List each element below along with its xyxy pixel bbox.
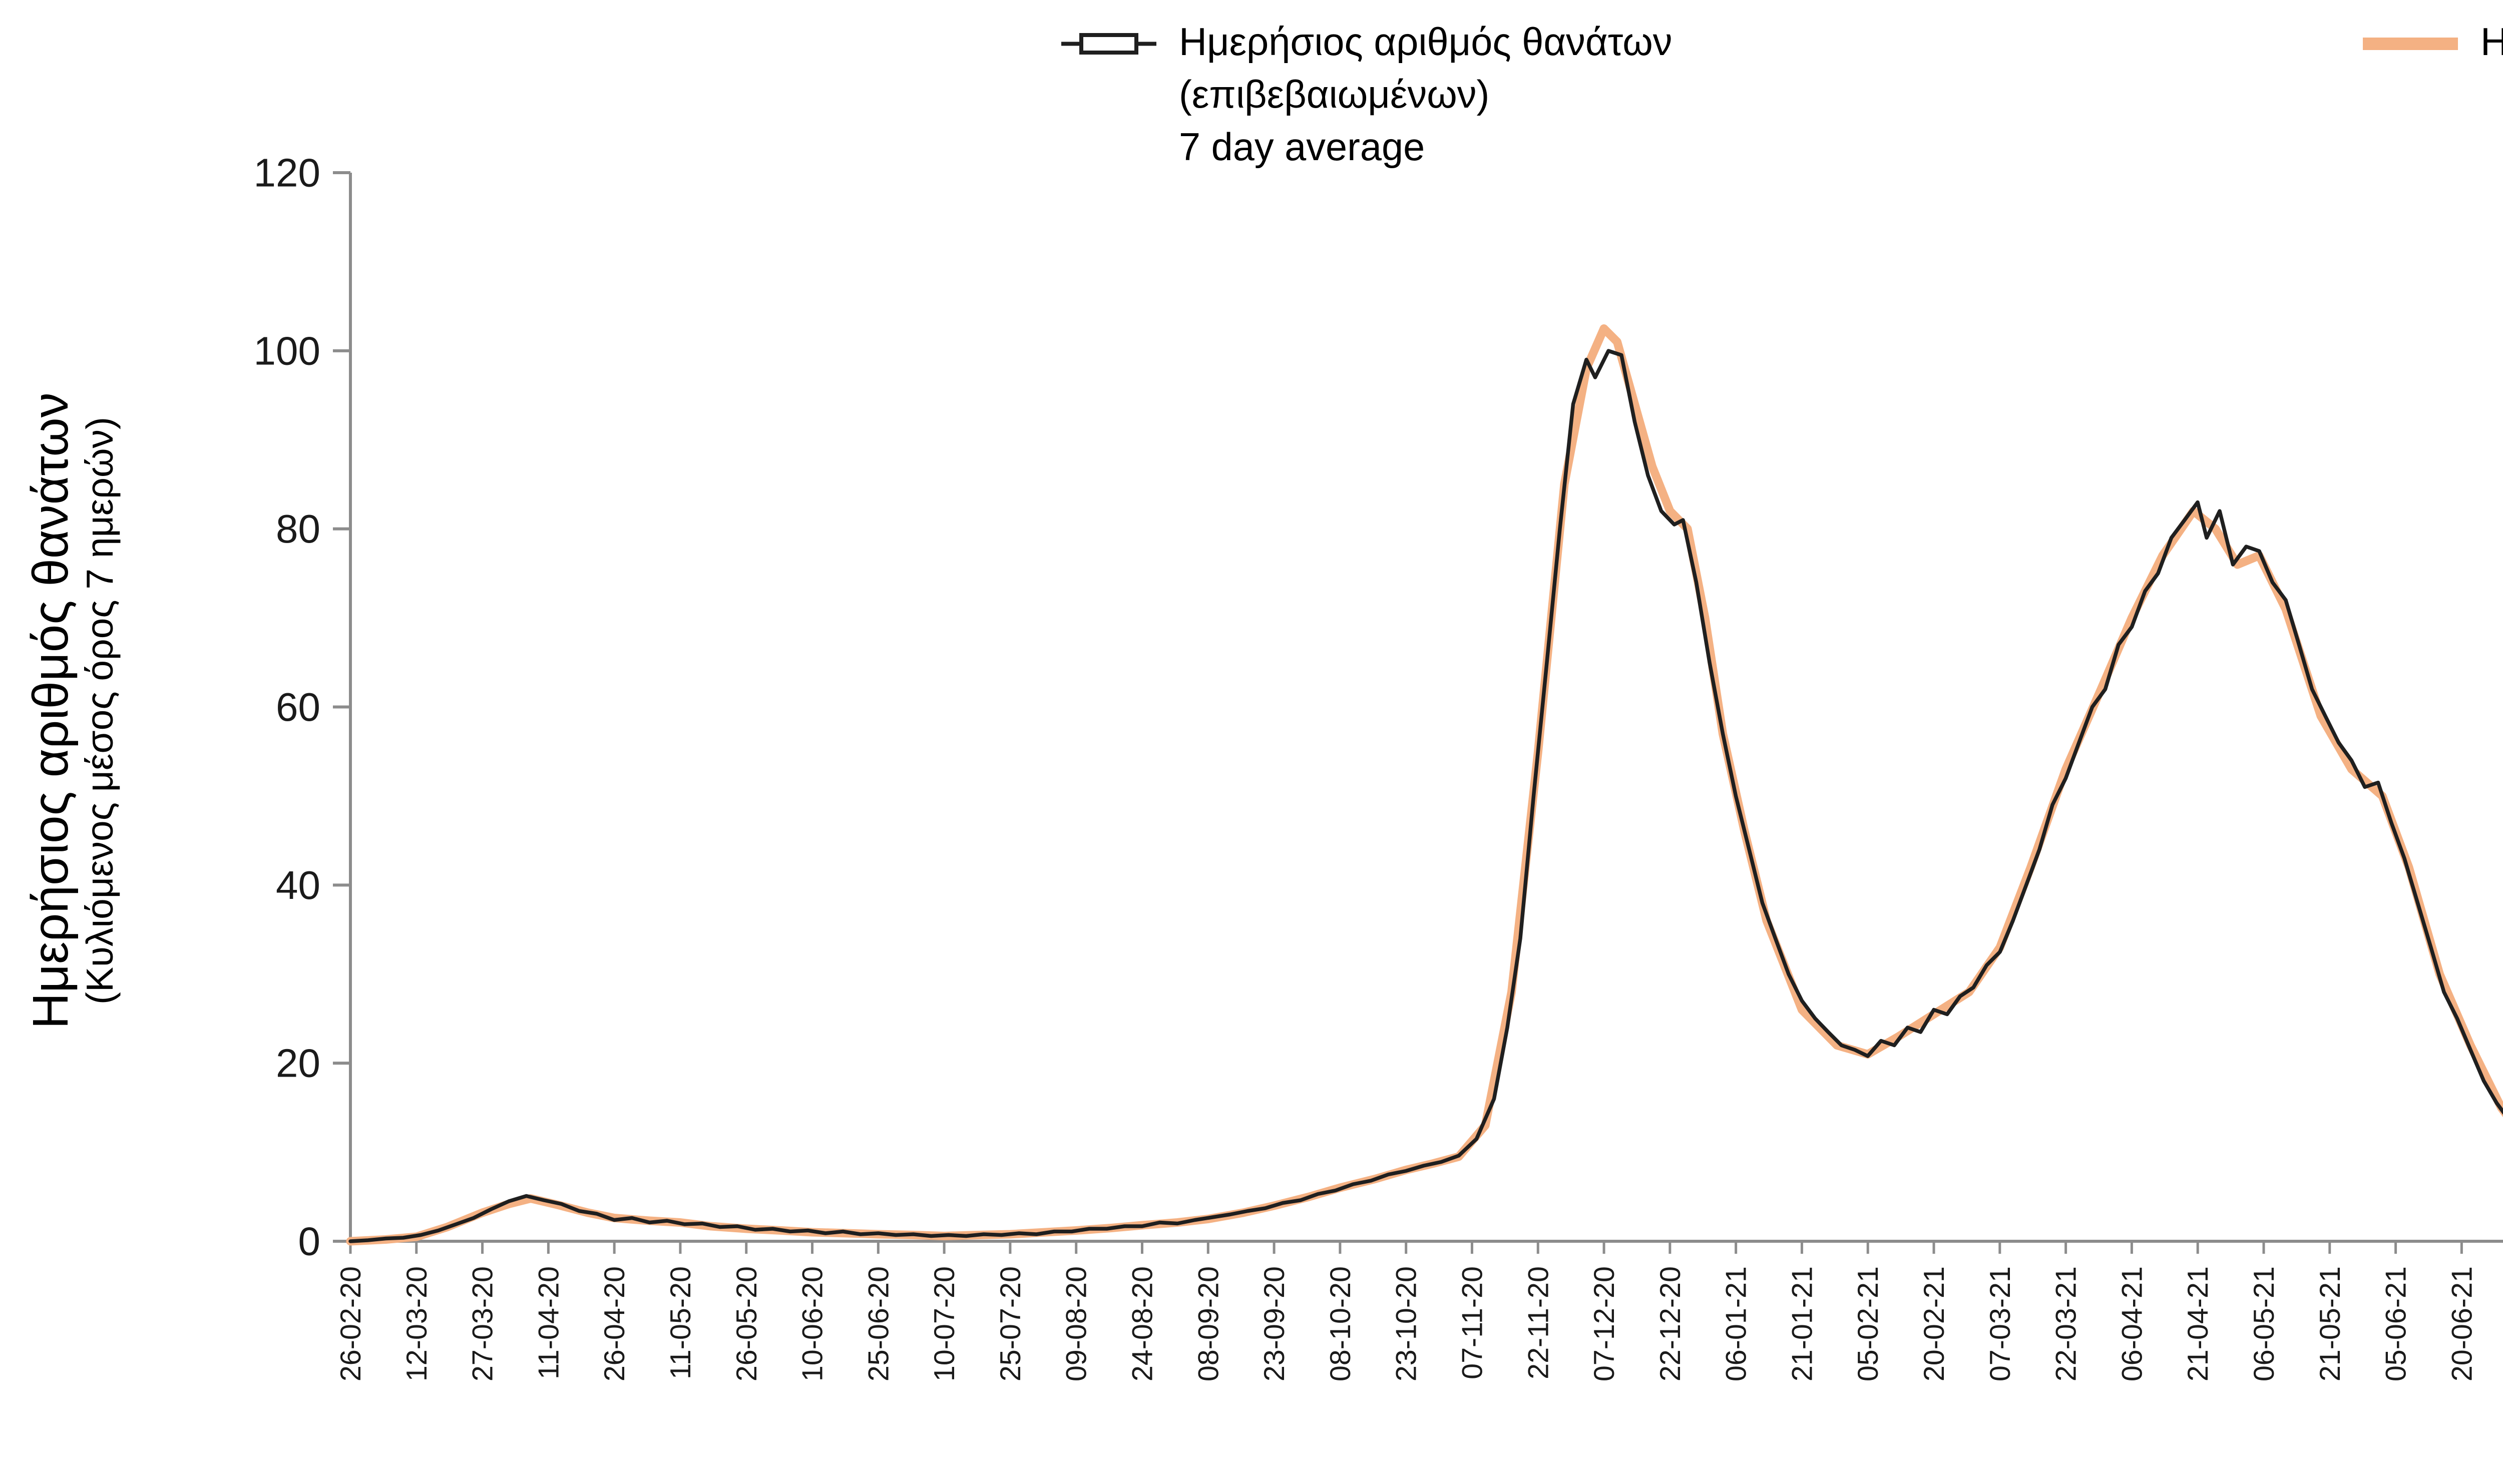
x-tick-label: 23-09-20 [1259, 1266, 1291, 1381]
y-tick-label: 100 [254, 328, 320, 373]
y-tick-label: 80 [276, 507, 320, 551]
y-tick-label: 60 [276, 685, 320, 729]
y-axis-title: Ημερήσιος αριθμός θανάτων (Κυλιόμενος μέ… [25, 173, 130, 1249]
legend-confirmed-label: Ημερήσιος αριθμός θανάτων (επιβεβαιωμένω… [1179, 18, 1673, 175]
x-tick-label: 26-02-20 [335, 1266, 367, 1381]
model-series-legend-marker [2363, 38, 2458, 50]
x-tick-label: 26-05-20 [731, 1266, 763, 1381]
x-tick-label: 22-03-21 [2050, 1266, 2082, 1381]
x-tick-label: 11-05-20 [665, 1266, 697, 1379]
legend-model-label-line1: Ημερήσιος αριθμός θανάτων (μοντέλο) [2480, 18, 2503, 70]
x-tick-label: 26-04-20 [599, 1266, 631, 1381]
x-tick-label: 27-03-20 [467, 1266, 499, 1381]
x-tick-label: 07-03-21 [1984, 1266, 2016, 1381]
legend-item-confirmed: Ημερήσιος αριθμός θανάτων (επιβεβαιωμένω… [1061, 18, 1673, 175]
x-tick-label: 08-10-20 [1325, 1266, 1357, 1381]
legend-item-model: Ημερήσιος αριθμός θανάτων (μοντέλο) [2363, 18, 2503, 70]
model-series-line [346, 324, 2503, 1246]
x-tick-label: 22-12-20 [1654, 1266, 1687, 1381]
x-tick-label: 06-05-21 [2248, 1266, 2280, 1381]
x-tick-label: 21-05-21 [2314, 1266, 2346, 1381]
x-tick-label: 20-06-21 [2446, 1266, 2478, 1381]
x-tick-label: 06-01-21 [1721, 1266, 1753, 1381]
confirmed-series-legend-marker [1061, 33, 1156, 55]
x-tick-label: 10-06-20 [797, 1266, 829, 1381]
y-tick-label: 120 [254, 151, 320, 195]
x-tick-label: 23-10-20 [1391, 1266, 1423, 1381]
x-tick-label: 22-11-20 [1523, 1266, 1555, 1379]
x-tick-label: 24-08-20 [1127, 1266, 1159, 1381]
x-tick-label: 12-03-20 [401, 1266, 433, 1381]
x-tick-label: 21-01-21 [1787, 1266, 1819, 1381]
x-tick-label: 10-07-20 [929, 1266, 961, 1381]
x-tick-label: 09-08-20 [1061, 1266, 1093, 1381]
x-tick-label: 07-11-20 [1456, 1266, 1488, 1379]
x-tick-label: 08-09-20 [1193, 1266, 1225, 1381]
legend-model-label: Ημερήσιος αριθμός θανάτων (μοντέλο) [2480, 18, 2503, 70]
y-axis-title-main: Ημερήσιος αριθμός θανάτων [25, 392, 80, 1029]
confirmed-marker-box [1079, 33, 1138, 55]
x-tick-label: 11-04-20 [533, 1266, 565, 1379]
x-tick-label: 21-04-21 [2182, 1266, 2214, 1381]
x-tick-label: 20-02-21 [1918, 1266, 1950, 1381]
y-tick-label: 40 [276, 863, 320, 907]
x-tick-label: 07-12-20 [1588, 1266, 1620, 1381]
legend-confirmed-label-line2: (επιβεβαιωμένων) [1179, 75, 1490, 118]
y-tick-label: 0 [298, 1219, 321, 1264]
legend-confirmed-label-line1: Ημερήσιος αριθμός θανάτων [1179, 23, 1673, 65]
y-axis-title-sub: (Κυλιόμενος μέσος όρος 7 ημερών) [80, 416, 123, 1005]
legend-confirmed-label-line3: 7 day average [1179, 128, 1425, 170]
x-tick-label: 25-07-20 [995, 1266, 1027, 1381]
x-tick-label: 05-02-21 [1852, 1266, 1884, 1381]
x-tick-label: 06-04-21 [2117, 1266, 2149, 1381]
x-tick-label: 05-06-21 [2380, 1266, 2412, 1381]
confirmed-series-line [348, 349, 2503, 1243]
y-tick-label: 20 [276, 1041, 320, 1086]
x-tick-label: 25-06-20 [863, 1266, 895, 1381]
